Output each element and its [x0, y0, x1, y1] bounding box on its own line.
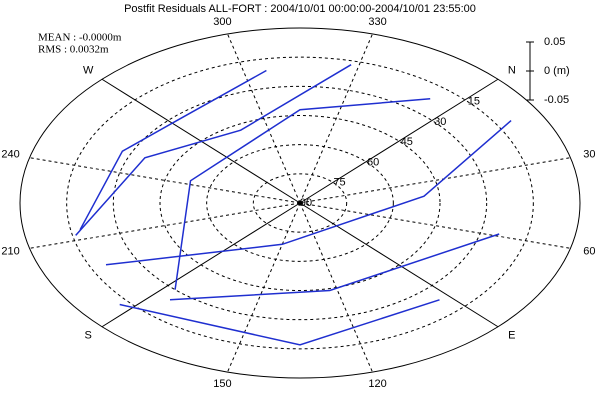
elevation-label: 45 [401, 136, 413, 148]
azimuth-label: 30 [583, 148, 595, 160]
satellite-track [174, 98, 431, 290]
elevation-label: 30 [434, 116, 446, 128]
rms-label: RMS : 0.0032m [38, 44, 109, 56]
horizon-ring [19, 27, 581, 379]
satellite-track [79, 69, 267, 231]
azimuth-spoke [29, 157, 301, 204]
zenith-dot [297, 200, 303, 206]
azimuth-label: 150 [213, 378, 231, 390]
azimuth-spoke [227, 33, 301, 204]
mean-label: MEAN : -0.0000m [38, 32, 122, 44]
azimuth-label: 240 [1, 148, 19, 160]
elevation-ring [112, 85, 488, 321]
elevation-ring [206, 144, 394, 262]
elevation-label: 60 [367, 156, 379, 168]
azimuth-label: 60 [583, 245, 595, 257]
scale-label: -0.05 [544, 94, 569, 106]
azimuth-label: E [508, 329, 515, 341]
azimuth-spoke [299, 202, 499, 328]
elevation-ring [252, 173, 348, 233]
azimuth-spoke [299, 33, 373, 204]
scale-label: 0.05 [544, 36, 565, 48]
azimuth-spoke [299, 157, 571, 204]
azimuth-label: W [83, 65, 94, 77]
satellite-track [119, 299, 440, 346]
satellite-track [75, 64, 352, 236]
azimuth-label: N [508, 65, 516, 77]
elevation-label: 15 [468, 96, 480, 108]
azimuth-label: 210 [1, 245, 19, 257]
elevation-ring [159, 115, 441, 291]
elevation-label: 90 [300, 197, 312, 209]
azimuth-spoke [299, 78, 499, 204]
azimuth-spoke [29, 202, 301, 249]
elevation-ring [66, 56, 534, 350]
satellite-track [105, 120, 512, 266]
azimuth-label: S [84, 329, 91, 341]
azimuth-spoke [227, 202, 301, 373]
azimuth-spoke [299, 202, 571, 249]
chart-title: Postfit Residuals ALL-FORT : 2004/10/01 … [124, 3, 476, 15]
scale-label: 0 (m) [544, 65, 570, 77]
azimuth-spoke [101, 202, 301, 328]
azimuth-label: 120 [368, 378, 386, 390]
azimuth-spoke [299, 202, 373, 373]
azimuth-label: 300 [213, 16, 231, 28]
satellite-track [169, 233, 500, 301]
elevation-label: 75 [333, 177, 345, 189]
azimuth-label: 330 [368, 16, 386, 28]
